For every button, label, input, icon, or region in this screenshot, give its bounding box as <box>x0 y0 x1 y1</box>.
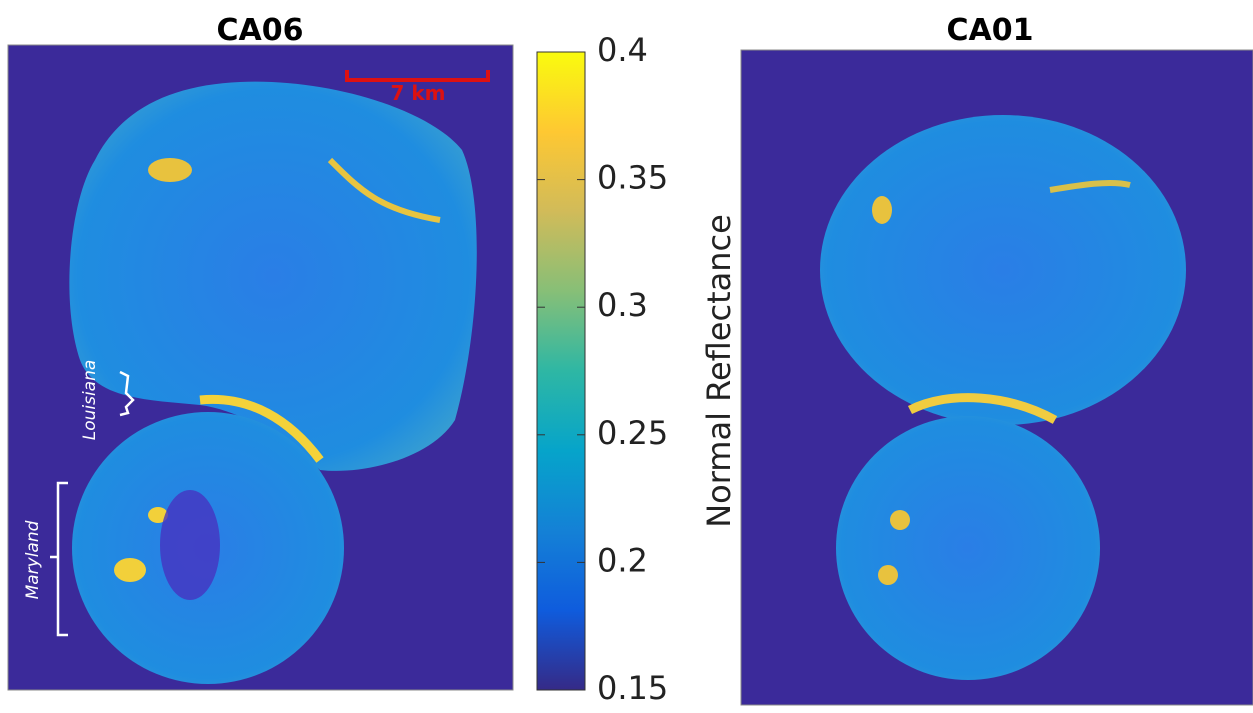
bright-spot <box>114 558 146 582</box>
large-lobe <box>820 115 1186 425</box>
bright-spot <box>148 158 192 182</box>
region-label: Maryland <box>23 520 43 599</box>
colorbar-tick-label: 0.25 <box>597 414 668 452</box>
scale-label: 7 km <box>390 81 445 105</box>
bright-spot <box>890 510 910 530</box>
panel-title: CA06 <box>217 13 304 48</box>
panel-ca06: 7 km Louisiana Maryland <box>7 44 514 691</box>
bright-spot <box>872 196 892 224</box>
bracket <box>50 481 68 637</box>
colorbar-tick-label: 0.3 <box>597 286 648 324</box>
bright-streak <box>327 157 441 223</box>
colorbar-tick-label: 0.2 <box>597 541 648 579</box>
colorbar <box>536 51 586 691</box>
panel-ca01 <box>740 49 1253 706</box>
dark-region <box>160 490 220 600</box>
colorbar-tick-label: 0.15 <box>597 669 668 707</box>
small-lobe <box>836 416 1100 680</box>
region-label: Louisiana <box>80 360 100 441</box>
neck-bright <box>907 393 1058 424</box>
neck-bright <box>199 394 324 463</box>
bracket <box>119 370 135 417</box>
colorbar-tick-label: 0.4 <box>597 31 648 69</box>
scale-bar <box>345 70 490 82</box>
bright-spot <box>878 565 898 585</box>
colorbar-label: Normal Reflectance <box>700 214 738 528</box>
panel-title: CA01 <box>947 13 1034 48</box>
colorbar-tick-label: 0.35 <box>597 159 668 197</box>
bright-spot <box>148 507 168 523</box>
bright-streak <box>1049 179 1131 193</box>
